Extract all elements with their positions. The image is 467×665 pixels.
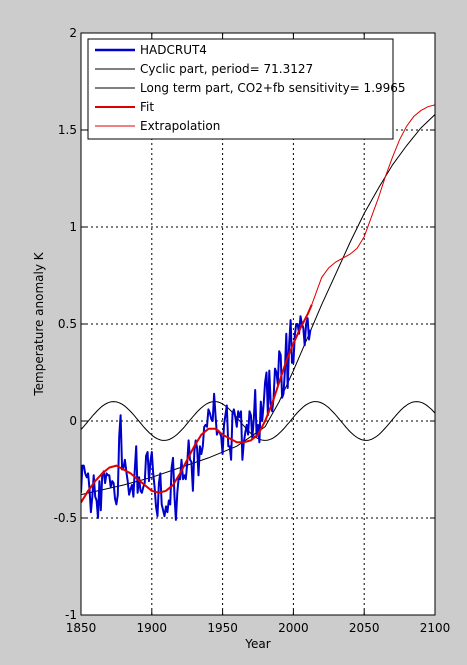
y-tick-label: 0 <box>69 414 77 428</box>
x-tick-label: 1900 <box>137 621 168 635</box>
legend-label: HADCRUT4 <box>140 43 207 57</box>
y-tick-label: -1 <box>65 608 77 622</box>
y-tick-labels: -1 -0.5 0 0.5 1 1.5 2 <box>54 26 77 622</box>
series-hadcrut4-line <box>81 315 312 521</box>
x-axis-label: Year <box>244 637 270 651</box>
legend-label: Cyclic part, period= 71.3127 <box>140 62 313 76</box>
series-fit-line <box>81 304 313 504</box>
x-tick-label: 2000 <box>278 621 309 635</box>
legend-label: Fit <box>140 100 154 114</box>
x-tick-label: 2050 <box>349 621 380 635</box>
legend-label: Long term part, CO2+fb sensitivity= 1.99… <box>140 81 406 95</box>
series-cyclic-line <box>81 401 435 441</box>
y-tick-label: -0.5 <box>54 511 77 525</box>
x-tick-label: 1850 <box>66 621 97 635</box>
y-tick-label: 2 <box>69 26 77 40</box>
series-layer <box>81 104 435 521</box>
plot-frame <box>80 32 436 616</box>
y-tick-label: 1 <box>69 220 77 234</box>
x-tick-labels: 1850 1900 1950 2000 2050 2100 <box>66 621 451 635</box>
legend-box <box>87 38 394 140</box>
legend-label: Extrapolation <box>140 119 220 133</box>
x-tick-label: 1950 <box>207 621 238 635</box>
series-extrapolation-line <box>311 104 435 305</box>
y-axis-label: Temperature anomaly K <box>32 251 46 396</box>
legend: HADCRUT4 Cyclic part, period= 71.3127 Long… <box>87 38 406 140</box>
x-tick-label: 2100 <box>420 621 451 635</box>
y-tick-label: 1.5 <box>58 123 77 137</box>
y-tick-label: 0.5 <box>58 317 77 331</box>
